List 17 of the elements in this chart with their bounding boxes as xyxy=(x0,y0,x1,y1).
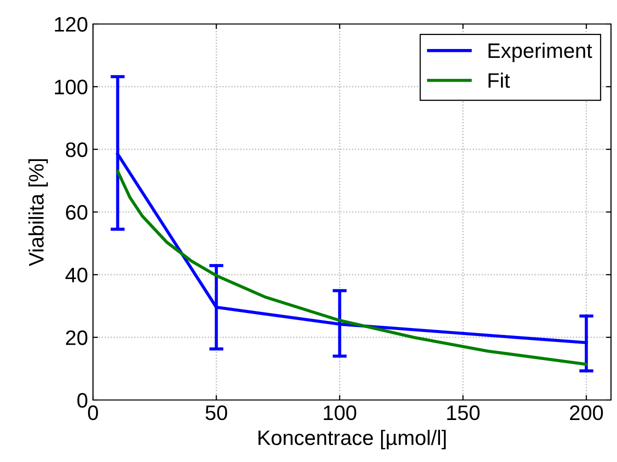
y-tick-label: 0 xyxy=(77,393,88,408)
y-axis-title: Viabilita [%] xyxy=(28,159,48,266)
x-tick-label: 150 xyxy=(447,405,480,420)
y-tick-label: 80 xyxy=(66,142,88,158)
x-tick-label: 100 xyxy=(324,405,356,420)
legend-label: Fit xyxy=(488,72,510,88)
y-tick-label: 100 xyxy=(54,80,88,94)
legend-label: Experiment xyxy=(488,42,592,62)
x-axis-title: Koncentrace [µmol/l] xyxy=(258,430,446,450)
y-tick-label: 120 xyxy=(54,17,88,32)
x-tick-label: 0 xyxy=(88,405,98,420)
y-tick-label: 20 xyxy=(66,330,88,346)
line-series xyxy=(116,170,588,366)
y-tick-label: 60 xyxy=(66,205,88,220)
x-tick-label: 50 xyxy=(206,405,228,420)
y-tick-label: 40 xyxy=(65,268,88,282)
x-tick-label: 200 xyxy=(570,405,603,420)
